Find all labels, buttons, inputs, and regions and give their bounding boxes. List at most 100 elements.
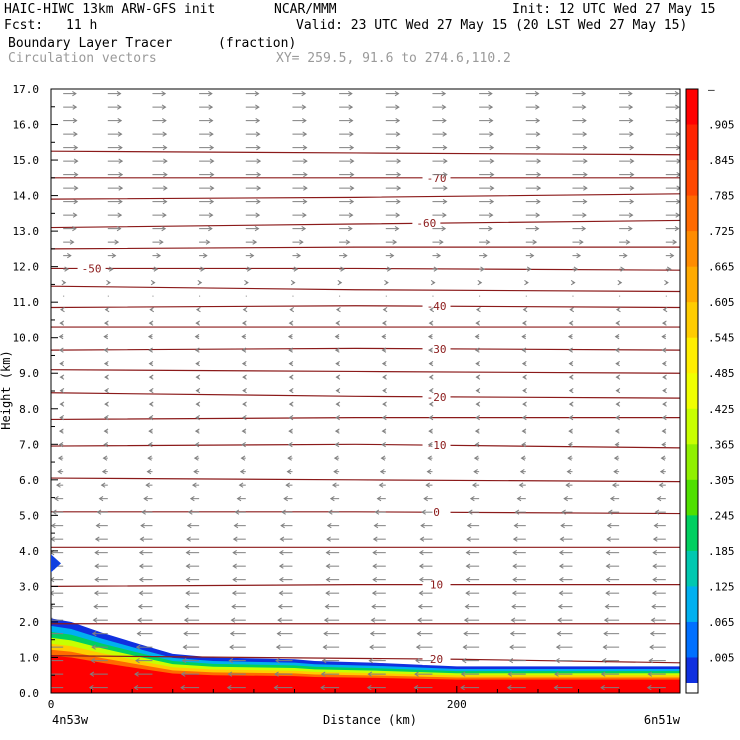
wind-vector-head <box>117 212 123 218</box>
forecast-label: Fcst: <box>4 18 44 33</box>
wind-vector-head <box>462 644 468 650</box>
wind-vector-head <box>661 347 667 353</box>
wind-vector-head <box>652 577 657 583</box>
wind-vector-head <box>428 415 434 421</box>
wind-vector-head <box>232 550 237 556</box>
wind-vector-head <box>208 90 213 97</box>
wind-vector-head <box>116 226 122 232</box>
wind-vector-head <box>58 347 64 353</box>
wind-vector-head <box>535 212 541 218</box>
wind-vector-head <box>148 415 154 421</box>
wind-vector-head <box>140 523 145 529</box>
colorbar-swatch <box>686 586 698 623</box>
wind-vector-head <box>534 90 540 97</box>
wind-vector-head <box>567 334 573 340</box>
wind-vector-head <box>325 590 330 596</box>
wind-vector-head <box>443 185 448 191</box>
wind-vector-head <box>366 685 372 691</box>
wind-vector-head <box>603 617 609 623</box>
wind-vector-head <box>464 604 470 610</box>
wind-vector-head <box>568 401 574 407</box>
wind-vector-head <box>466 523 472 529</box>
wind-vector-head <box>656 496 662 502</box>
wind-vector-head <box>196 307 201 313</box>
temperature-contour-line <box>51 305 680 309</box>
wind-vector-head <box>536 158 542 164</box>
wind-vector-head <box>516 496 522 502</box>
wind-vector-head <box>625 239 631 245</box>
wind-vector-head <box>323 617 329 623</box>
wind-vector-head <box>615 374 621 380</box>
wind-vector-head <box>442 117 447 124</box>
wind-vector-head <box>138 550 144 556</box>
wind-vector-head <box>615 361 620 367</box>
wind-vector-head <box>379 469 385 475</box>
wind-vector-head <box>277 617 282 623</box>
colorbar-label: .125 <box>708 580 735 593</box>
wind-vector-head <box>614 347 620 353</box>
wind-vector-head <box>675 117 680 124</box>
wind-vector-head <box>241 442 246 448</box>
y-tick-label: 0.0 <box>19 687 39 700</box>
wind-vector-head <box>278 550 284 556</box>
wind-vector-head <box>381 428 387 434</box>
wind-vector-head <box>654 509 660 515</box>
wind-vector-head <box>103 428 109 434</box>
wind-vector-head <box>381 415 387 421</box>
y-tick-label: 5.0 <box>19 509 39 522</box>
wind-vector-head <box>150 280 156 286</box>
wind-vector-head <box>661 415 667 421</box>
wind-vector-head <box>194 334 200 340</box>
wind-vector-head <box>162 131 168 137</box>
wind-vector-head <box>335 401 341 407</box>
wind-vector-head <box>661 334 667 340</box>
wind-vector-head <box>118 158 124 164</box>
contour-label-bg <box>412 217 441 230</box>
wind-vector-head <box>320 671 326 677</box>
wind-vector-head <box>652 563 657 569</box>
wind-vector-head <box>415 658 420 664</box>
wind-vector-head <box>426 469 432 475</box>
wind-vector-head <box>194 442 200 448</box>
wind-vector-head <box>576 253 582 259</box>
wind-vector-head <box>474 334 480 340</box>
wind-vector-head <box>518 482 524 488</box>
wind-vector-head <box>279 536 285 542</box>
wind-vector-head <box>369 644 374 650</box>
wind-vector-head <box>601 658 607 664</box>
wind-vector-head <box>135 644 141 650</box>
wind-vector-head <box>252 239 258 245</box>
wind-vector-head <box>442 145 448 151</box>
wind-vector-head <box>290 280 296 286</box>
wind-vector-head <box>185 590 190 596</box>
wind-vector-head <box>382 374 387 380</box>
vectors-label: Circulation vectors <box>8 51 157 66</box>
wind-vector-head <box>428 347 433 353</box>
colorbar-swatch <box>686 373 698 410</box>
wind-vector-head <box>349 172 355 178</box>
wind-vector-head <box>568 347 573 353</box>
wind-vector-head <box>570 280 576 286</box>
colorbar-swatch <box>686 515 698 552</box>
wind-vector-head <box>617 280 623 286</box>
org-label: NCAR/MMM <box>274 2 337 17</box>
colorbar-label: .785 <box>708 190 735 203</box>
wind-vector-head <box>287 442 293 448</box>
wind-vector-head <box>118 172 124 178</box>
colorbar-swatch <box>686 124 698 161</box>
wind-vector-head <box>301 90 307 97</box>
wind-vector-head <box>535 104 540 110</box>
y-tick-label: 12.0 <box>13 261 40 274</box>
wind-vector-head <box>509 631 515 637</box>
wind-vector-head <box>512 536 518 542</box>
wind-vector-head <box>209 158 215 164</box>
wind-vector-head <box>162 212 167 218</box>
y-tick-label: 17.0 <box>13 83 40 96</box>
colorbar-label: .605 <box>708 296 735 309</box>
wind-vector-head <box>278 590 284 596</box>
wind-vector-head <box>148 428 153 434</box>
wind-vector-head <box>629 145 635 151</box>
colorbar-label: .845 <box>708 154 735 167</box>
wind-vector-head <box>436 253 442 259</box>
